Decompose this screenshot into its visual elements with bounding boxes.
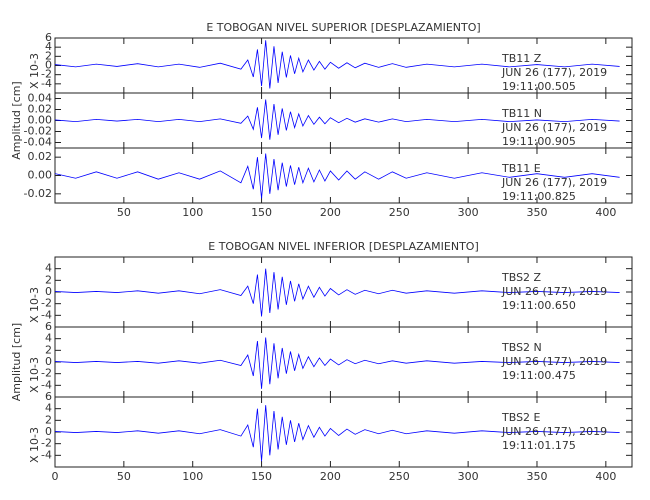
y-tick-label: 6: [45, 390, 52, 403]
y-tick-label: 0: [45, 59, 52, 72]
y-tick-label: 2: [45, 273, 52, 286]
trace-annotation: 19:11:00.475: [502, 369, 576, 382]
y-tick-label: -0.04: [24, 136, 52, 149]
trace-annotation: 19:11:00.905: [502, 135, 576, 148]
trace-annotation: 19:11:01.175: [502, 439, 576, 452]
y-tick-label: -2: [41, 367, 52, 380]
trace-annotation: TB11 N: [501, 107, 542, 120]
x-tick-label: 50: [117, 206, 131, 219]
x-tick-label: 250: [389, 206, 410, 219]
y-tick-label: 4: [45, 262, 52, 275]
x-tick-label: 350: [526, 470, 547, 483]
x-tick-label: 400: [595, 470, 616, 483]
group-title: E TOBOGAN NIVEL SUPERIOR [DESPLAZAMIENTO…: [206, 21, 480, 34]
y-tick-label: 0.00: [28, 169, 53, 182]
y-tick-label: -2: [41, 437, 52, 450]
y-tick-label: 2: [45, 413, 52, 426]
x-tick-label: 350: [526, 206, 547, 219]
y-axis-label: Amplitud [cm]: [10, 323, 23, 401]
y-tick-label: 2: [45, 343, 52, 356]
y-tick-label: 0.00: [28, 114, 53, 127]
y-tick-label: 4: [45, 332, 52, 345]
x-tick-label: 300: [458, 470, 479, 483]
trace-annotation: TB11 E: [501, 162, 541, 175]
y-tick-label: -4: [41, 77, 52, 90]
y-tick-label: -4: [41, 308, 52, 321]
y-multiplier: X 10-3: [28, 357, 41, 393]
trace: [54, 405, 620, 462]
y-tick-label: -2: [41, 68, 52, 81]
x-tick-label: 400: [595, 206, 616, 219]
group-title: E TOBOGAN NIVEL INFERIOR [DESPLAZAMIENTO…: [208, 240, 479, 253]
x-tick-label: 300: [458, 206, 479, 219]
trace: [54, 268, 620, 317]
x-tick-label: 200: [320, 206, 341, 219]
y-tick-label: 4: [45, 402, 52, 415]
y-tick-label: -0.02: [24, 125, 52, 138]
trace-annotation: JUN 26 (177), 2019: [501, 176, 607, 189]
x-tick-label: 200: [320, 470, 341, 483]
x-tick-label: 250: [389, 470, 410, 483]
x-tick-label: 50: [117, 470, 131, 483]
y-tick-label: -0.02: [24, 187, 52, 200]
y-tick-label: 0: [45, 425, 52, 438]
trace-annotation: TBS2 Z: [501, 271, 542, 284]
trace: [54, 153, 620, 199]
trace-annotation: 19:11:00.505: [502, 80, 576, 93]
y-multiplier: X 10-3: [28, 53, 41, 89]
trace: [54, 40, 620, 89]
x-tick-label: 150: [251, 470, 272, 483]
x-tick-label: 150: [251, 206, 272, 219]
trace-annotation: JUN 26 (177), 2019: [501, 121, 607, 134]
y-tick-label: -4: [41, 378, 52, 391]
x-tick-label: 100: [182, 206, 203, 219]
x-tick-label: 0: [52, 470, 59, 483]
y-tick-label: 0.02: [28, 103, 53, 116]
trace-annotation: JUN 26 (177), 2019: [501, 66, 607, 79]
y-multiplier: X 10-3: [28, 427, 41, 463]
y-tick-label: 6: [45, 31, 52, 44]
trace-annotation: TBS2 N: [501, 341, 542, 354]
y-tick-label: -4: [41, 448, 52, 461]
y-tick-label: 0.04: [28, 92, 53, 105]
y-tick-label: 6: [45, 320, 52, 333]
trace-annotation: JUN 26 (177), 2019: [501, 425, 607, 438]
y-tick-label: 4: [45, 40, 52, 53]
trace-annotation: TB11 Z: [501, 52, 542, 65]
y-tick-label: 0.02: [28, 150, 53, 163]
trace-annotation: JUN 26 (177), 2019: [501, 285, 607, 298]
y-multiplier: X 10-3: [28, 287, 41, 323]
y-tick-label: -2: [41, 297, 52, 310]
y-tick-label: 0: [45, 355, 52, 368]
y-tick-label: 2: [45, 49, 52, 62]
x-tick-label: 100: [182, 470, 203, 483]
trace: [54, 99, 620, 140]
trace-annotation: TBS2 E: [501, 411, 541, 424]
trace: [54, 337, 620, 389]
trace-annotation: JUN 26 (177), 2019: [501, 355, 607, 368]
y-axis-label: Amplitud [cm]: [10, 81, 23, 159]
trace-annotation: 19:11:00.650: [502, 299, 576, 312]
trace-annotation: 19:11:00.825: [502, 190, 576, 203]
y-tick-label: 0: [45, 285, 52, 298]
